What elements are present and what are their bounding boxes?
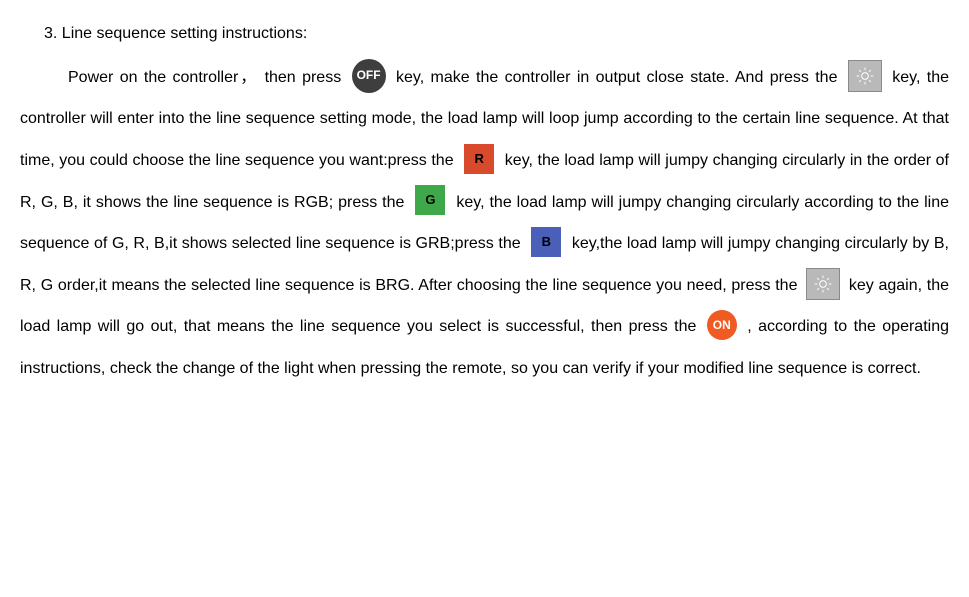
text-segment: Power on the controller， then press — [68, 69, 348, 86]
gear-key-icon — [848, 60, 882, 92]
section-heading: 3. Line sequence setting instructions: — [44, 20, 949, 49]
gear-key-icon — [806, 268, 840, 300]
on-key-icon: ON — [707, 310, 737, 340]
r-key-icon: R — [464, 144, 494, 174]
g-key-icon: G — [415, 185, 445, 215]
b-key-icon: B — [531, 227, 561, 257]
text-segment: the — [815, 69, 844, 86]
instruction-paragraph: Power on the controller， then press OFF … — [20, 57, 949, 390]
text-segment: key, make the controller in output close… — [396, 69, 809, 86]
off-key-icon: OFF — [352, 59, 386, 93]
